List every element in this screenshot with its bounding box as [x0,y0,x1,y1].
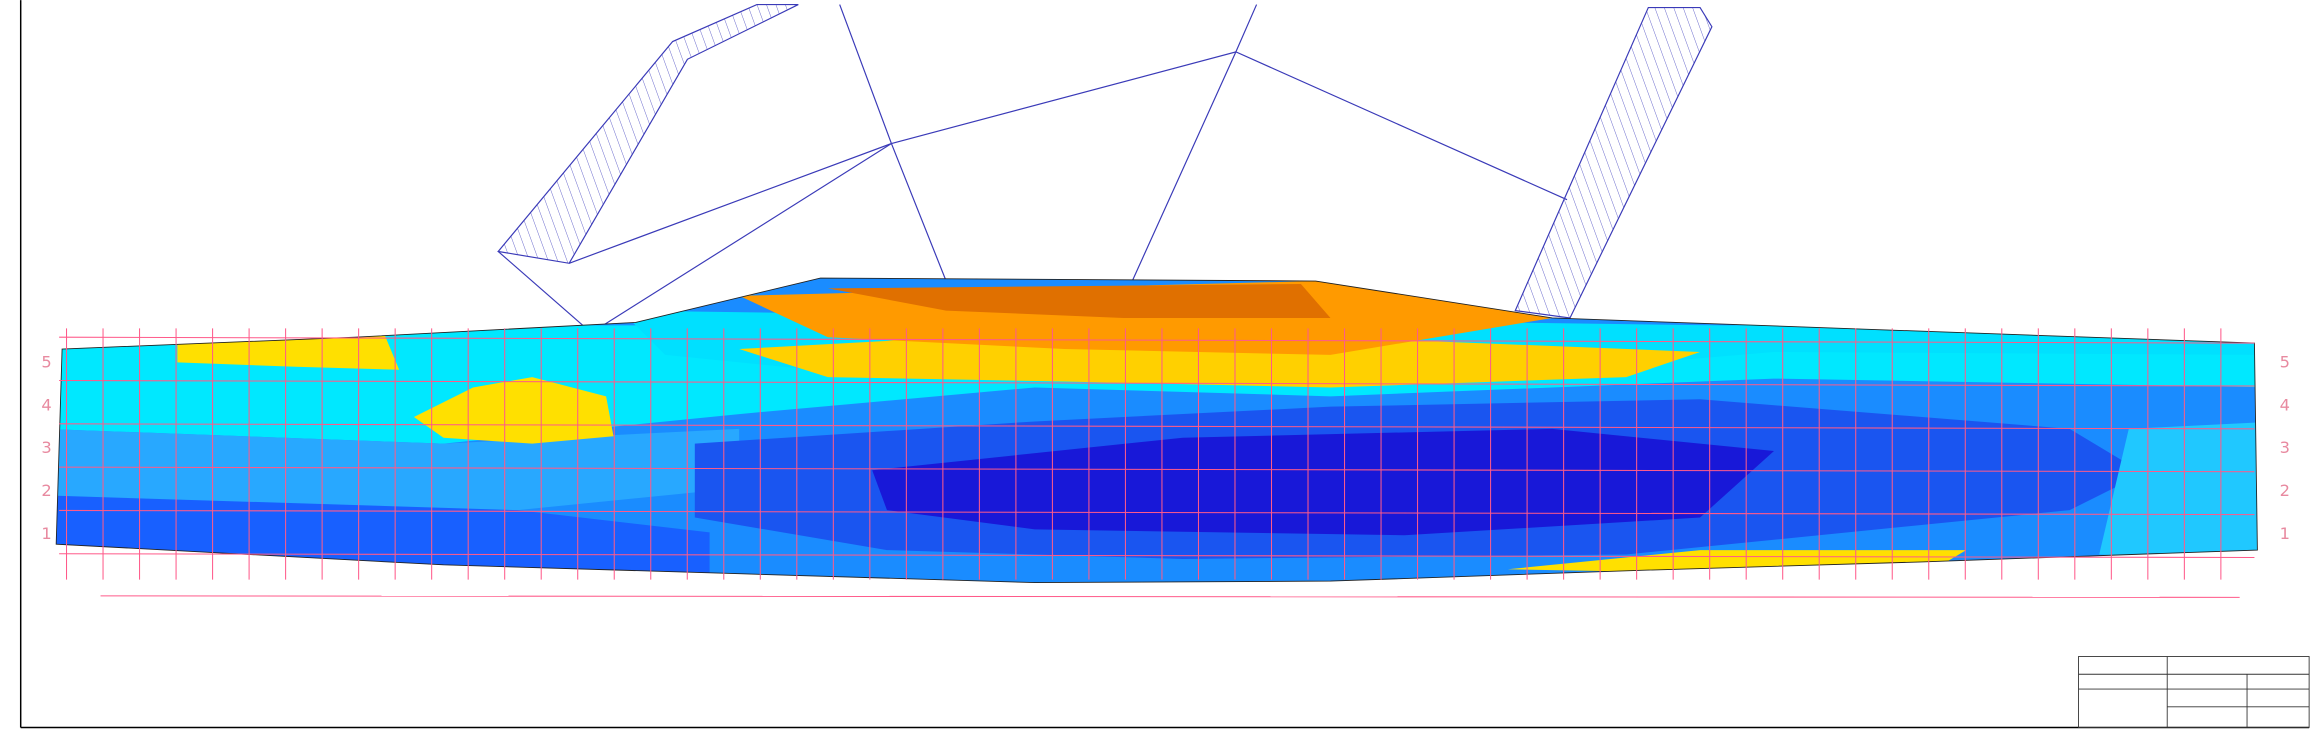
row-label: 4 [41,395,51,414]
row-label: 2 [2280,481,2290,500]
row-label: 1 [2280,524,2290,543]
grid-row-line [59,423,2255,430]
grid-row-line [59,336,2255,344]
row-label: 5 [2280,353,2290,372]
row-label: 4 [2280,395,2290,414]
triangulation [497,4,1568,334]
grid-row-line [59,509,2255,516]
hatched-strip [1514,6,1713,319]
survey-boundary [55,277,2258,584]
grid-row-line [59,553,2255,558]
row-label: 3 [2280,438,2290,457]
baseline [100,595,2240,598]
grid-row-line [59,466,2255,473]
row-label: 5 [41,353,51,372]
picket-grid [59,328,2255,580]
row-label: 3 [41,438,51,457]
title-block [2078,656,2310,728]
row-label: 2 [41,481,51,500]
grid-row-line [59,379,2255,387]
row-label: 1 [41,524,51,543]
